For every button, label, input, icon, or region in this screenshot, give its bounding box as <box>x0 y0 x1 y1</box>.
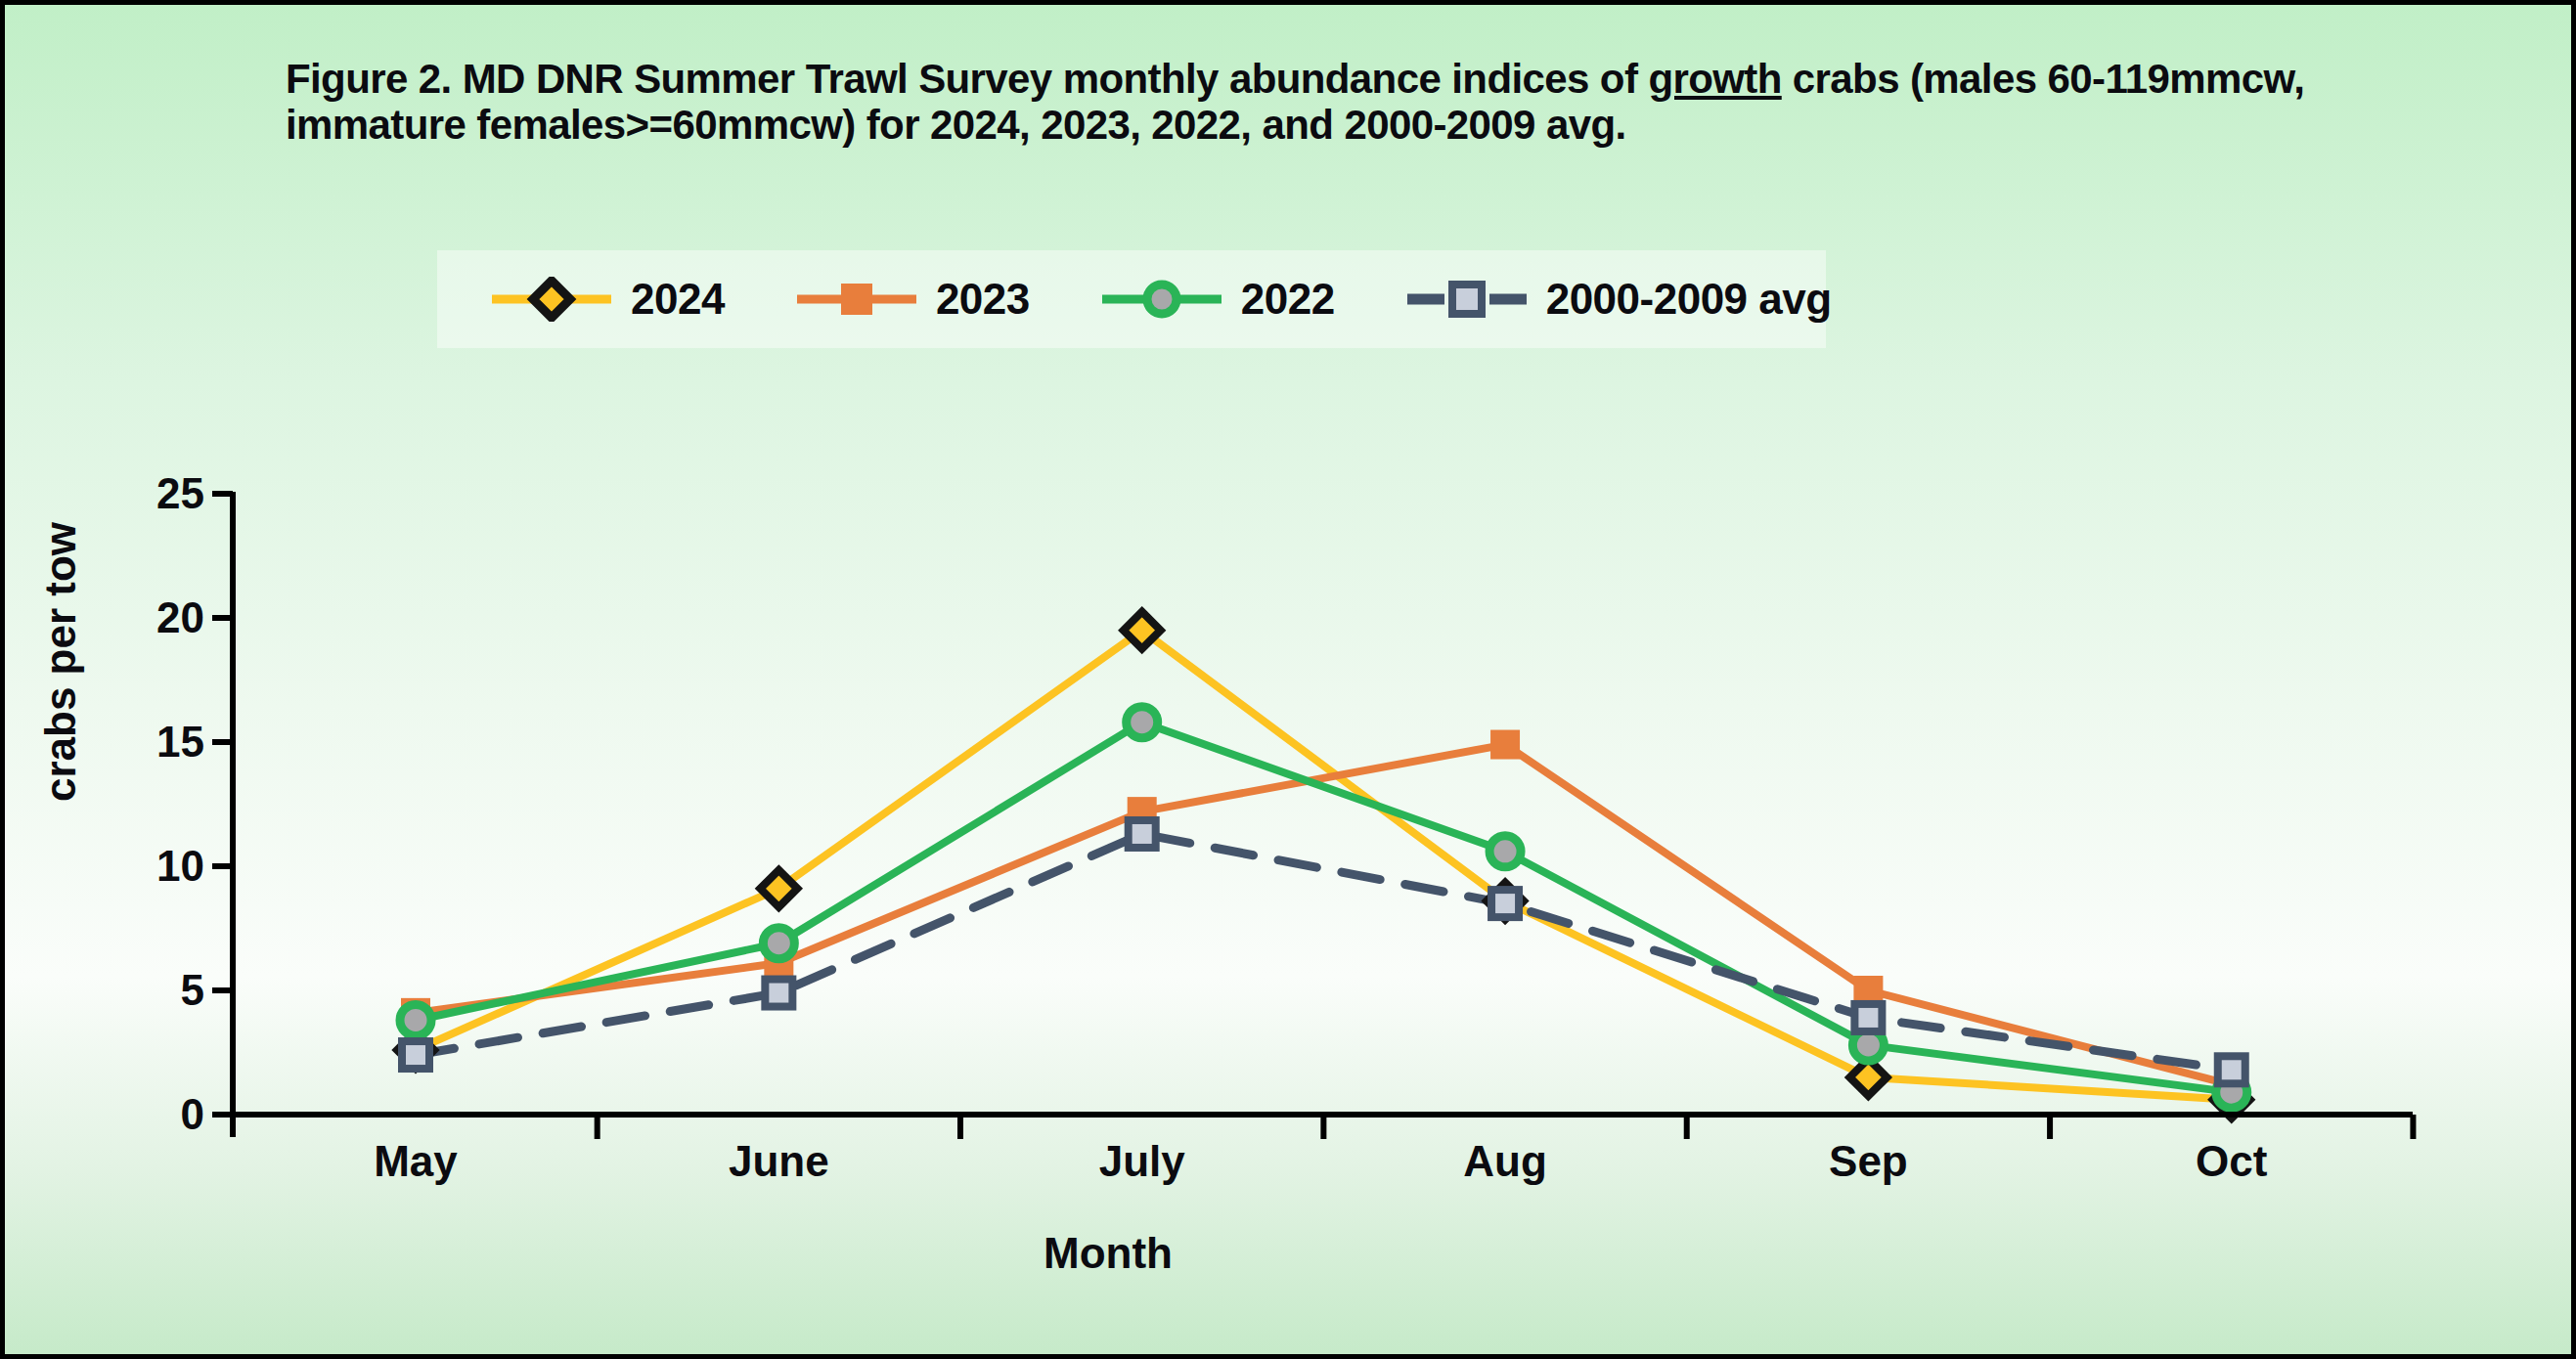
marker-circle-2022 <box>400 1004 431 1035</box>
marker-circle-2022 <box>1489 836 1521 867</box>
y-tick-label: 0 <box>181 1090 204 1138</box>
marker-square-2000-2009 avg <box>402 1041 429 1069</box>
y-tick-label: 25 <box>156 469 204 517</box>
x-axis-title: Month <box>1044 1229 1173 1277</box>
series-line-2024 <box>416 631 2232 1100</box>
y-tick-label: 10 <box>156 842 204 890</box>
marker-square-2000-2009 avg <box>1854 1004 1882 1031</box>
marker-square-2000-2009 avg <box>765 980 792 1007</box>
marker-square-2023 <box>1490 730 1520 760</box>
chart-svg: 0 5 10 15 20 25 May June July Aug Sep Oct crabs per … <box>5 5 2576 1359</box>
x-tick-label-sep: Sep <box>1829 1137 1908 1185</box>
x-tick-label-june: June <box>729 1137 829 1185</box>
y-tick-label: 5 <box>181 966 204 1014</box>
y-tick-label: 20 <box>156 593 204 641</box>
marker-square-2000-2009 avg <box>1129 820 1156 848</box>
figure-frame: Figure 2. MD DNR Summer Trawl Survey mon… <box>0 0 2576 1359</box>
marker-circle-2022 <box>763 928 794 959</box>
series-line-2000-2009 avg <box>416 834 2232 1070</box>
marker-square-2000-2009 avg <box>1491 890 1519 917</box>
y-axis-title: crabs per tow <box>36 521 84 802</box>
marker-square-2000-2009 avg <box>2218 1056 2245 1083</box>
x-tick-label-aug: Aug <box>1463 1137 1547 1185</box>
x-tick-label-may: May <box>374 1137 458 1185</box>
y-tick-label: 15 <box>156 718 204 766</box>
x-tick-label-oct: Oct <box>2196 1137 2268 1185</box>
marker-circle-2022 <box>1127 707 1158 738</box>
x-tick-label-july: July <box>1099 1137 1186 1185</box>
series-line-2023 <box>416 745 2232 1085</box>
